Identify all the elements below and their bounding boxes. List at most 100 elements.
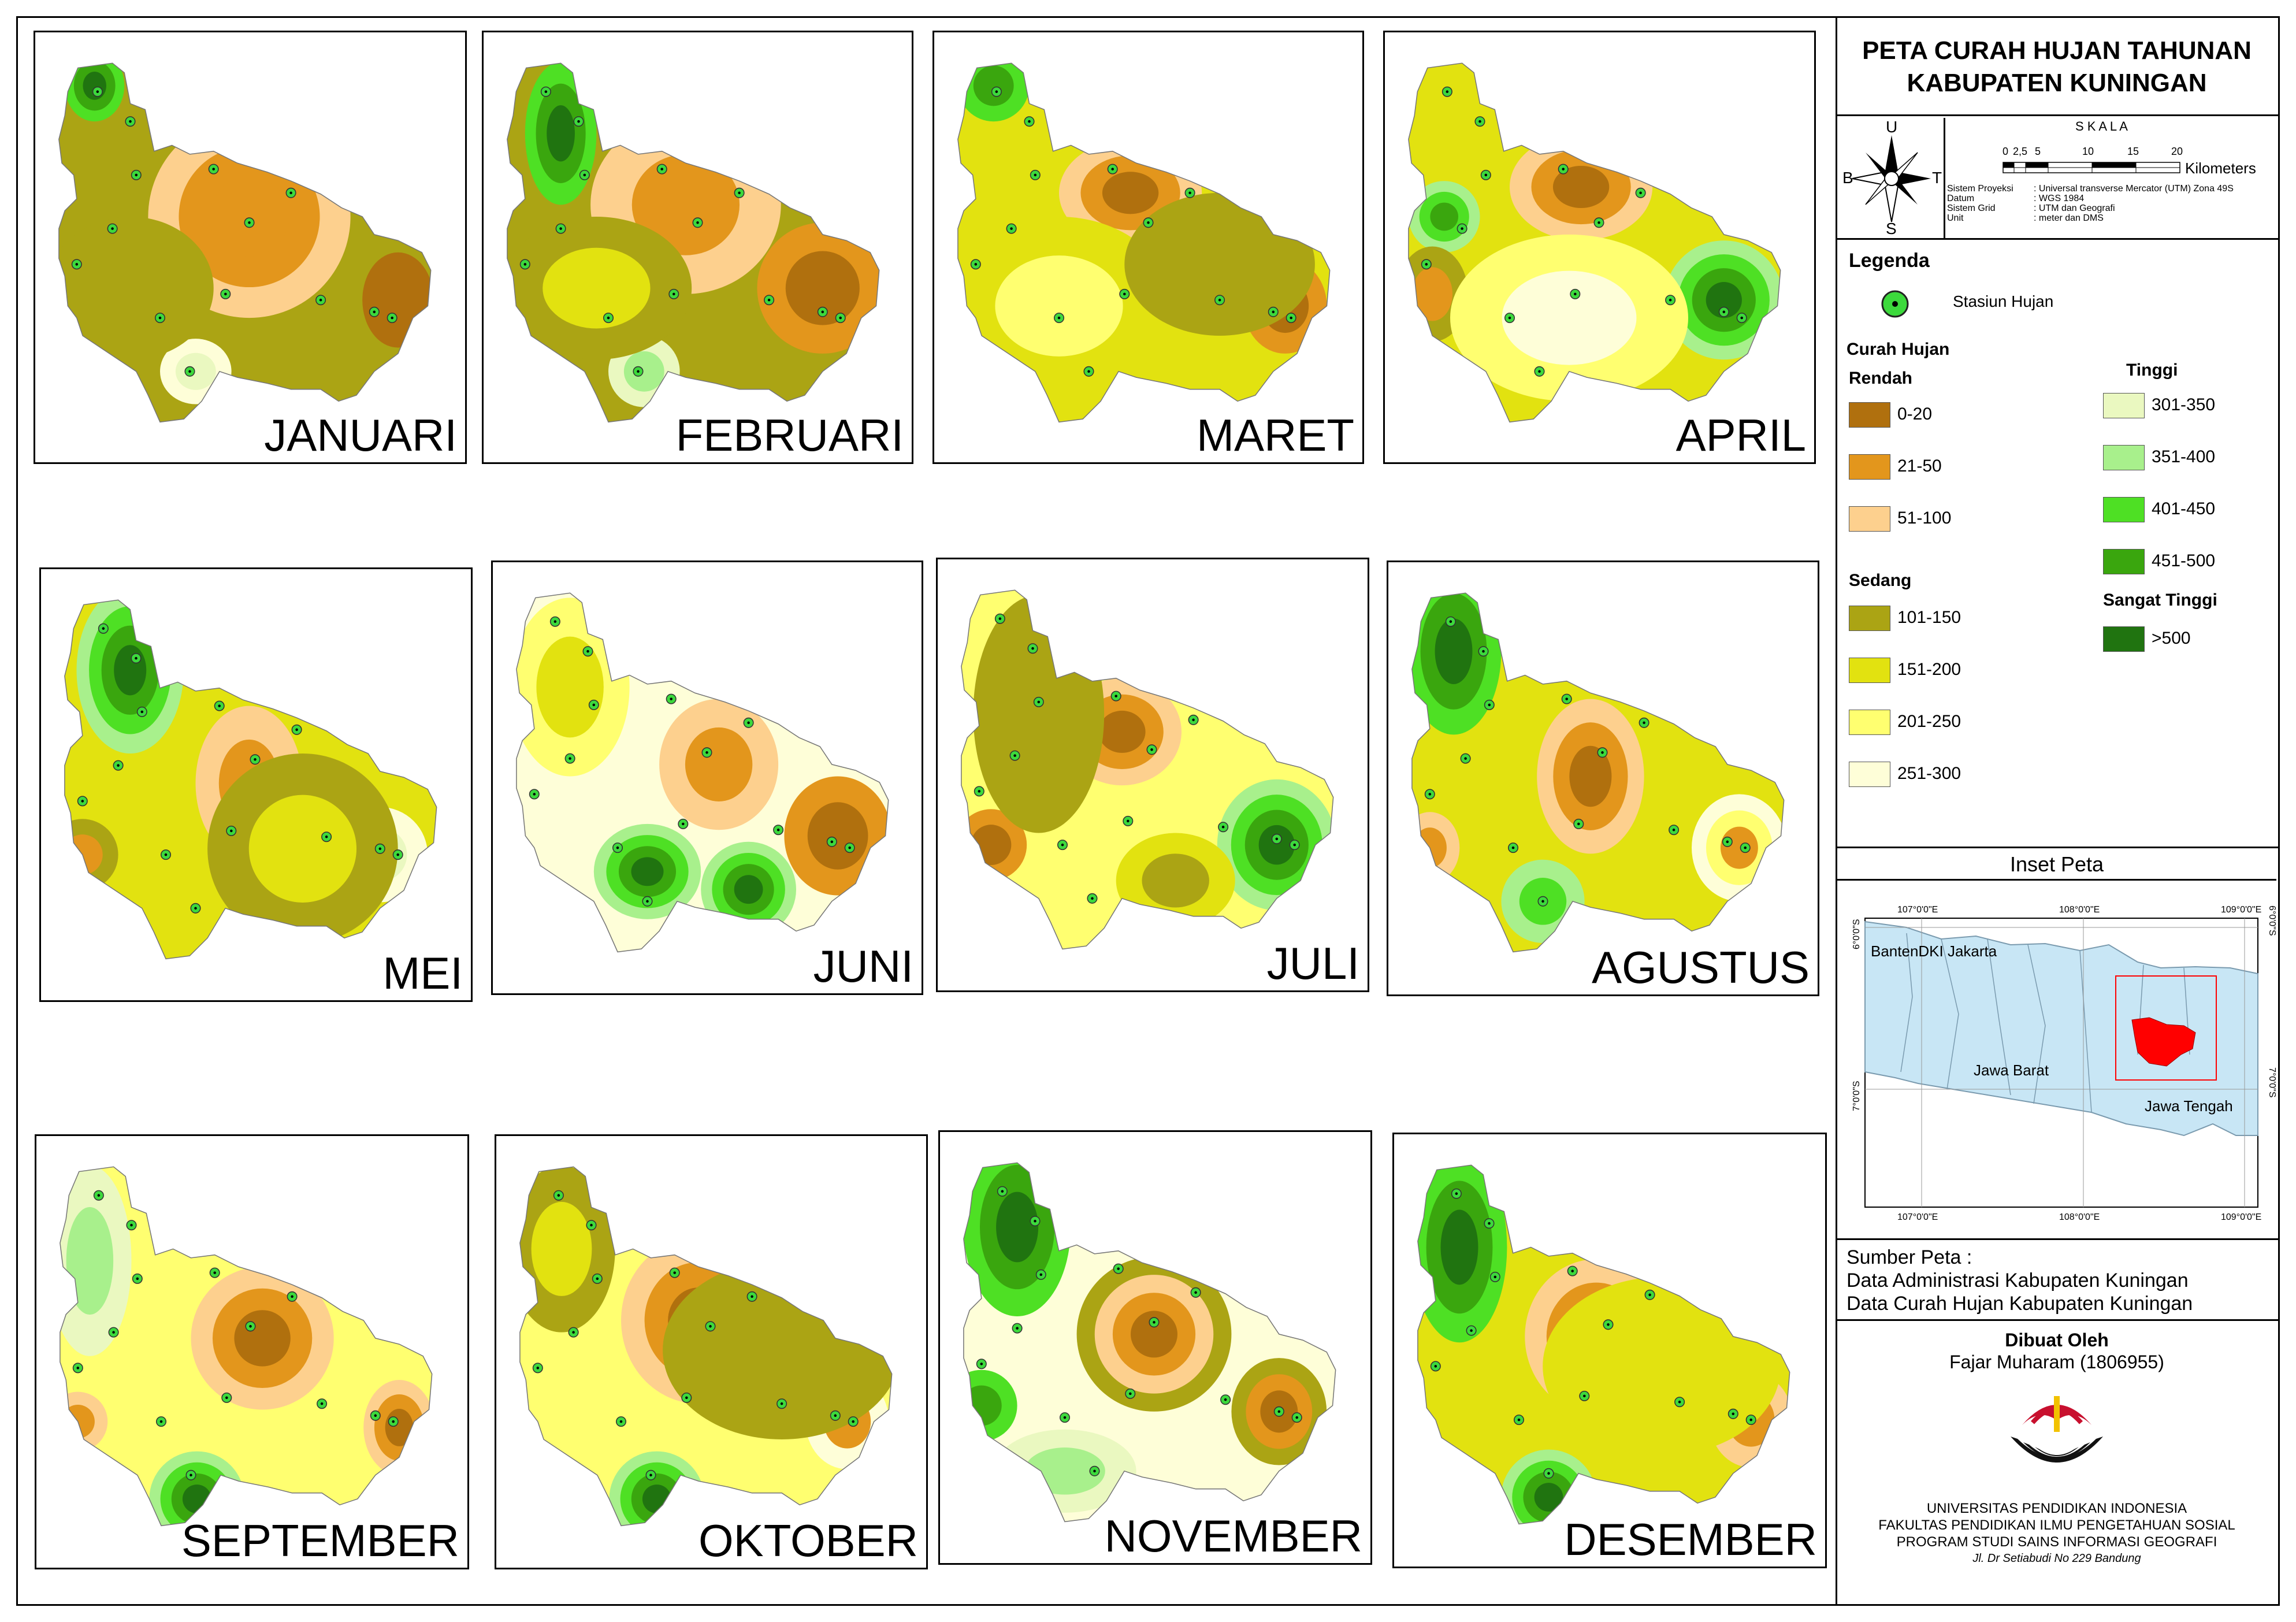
month-label: MEI: [382, 948, 463, 999]
rainfall-zone: [58, 216, 214, 360]
rain-station-dot: [1028, 120, 1031, 123]
legend-swatch-label: 151-200: [1897, 660, 1961, 679]
district-map: [957, 62, 1331, 423]
rain-station-dot: [218, 704, 221, 707]
rainfall-zone: [385, 1408, 414, 1446]
inset-label: Jawa Tengah: [2145, 1097, 2233, 1115]
institution-line: PROGRAM STUDI SAINS INFORMASI GEOGRAFI: [1896, 1534, 2217, 1550]
rain-station-dot: [616, 846, 619, 849]
rain-station-dot: [1153, 1321, 1156, 1324]
author-heading: Dibuat Oleh: [2005, 1330, 2109, 1350]
rain-station-dot: [129, 120, 132, 123]
district-boundary: [58, 62, 432, 423]
projection-values: : Universal transverse Mercator (UTM) Zo…: [2034, 184, 2234, 223]
rain-station-dot: [577, 120, 580, 123]
rain-station-dot: [1577, 822, 1580, 826]
rainfall-zone: [234, 1310, 291, 1367]
divider: [1836, 1319, 2280, 1321]
rain-station-dot: [553, 620, 557, 623]
rain-station-dot: [848, 846, 851, 849]
rain-station-dot: [536, 1367, 540, 1369]
rain-station-dot: [1538, 370, 1541, 373]
rainfall-zone: [1502, 270, 1637, 365]
inset-lon-label: 107°0'0"E: [1897, 1212, 1938, 1222]
rain-station-dot: [1224, 1398, 1227, 1401]
compass-south: S: [1886, 220, 1897, 237]
rain-station-dot: [998, 617, 1002, 620]
compass-rose: U B T S: [1840, 118, 1944, 239]
rain-station-dot: [592, 703, 596, 707]
rain-station-dot: [1482, 649, 1485, 653]
rain-station-dot: [1111, 168, 1114, 170]
legend-station-label: Stasiun Hujan: [1953, 292, 2054, 310]
scale-bar: S K A L A 0 2,5 5 10 15 20 Kilometers Si…: [1947, 119, 2276, 240]
rainfall-zone: [1552, 165, 1610, 209]
inset-lon-label: 107°0'0"E: [1897, 905, 1938, 915]
rain-station-dot: [1016, 1327, 1019, 1330]
rain-station-dot: [572, 1331, 575, 1334]
rain-station-dot: [135, 656, 138, 660]
rainfall-map: [1408, 62, 1781, 423]
rainfall-zone: [1435, 618, 1473, 685]
source-line: Data Administrasi Kabupaten Kuningan: [1847, 1270, 2189, 1291]
institution-block: UNIVERSITAS PENDIDIKAN INDONESIA FAKULTA…: [1837, 1500, 2276, 1567]
rain-station-dot: [1484, 173, 1488, 177]
rain-station-dot: [586, 649, 589, 653]
rain-station-dot: [1583, 1394, 1586, 1398]
rain-station-dot: [1726, 840, 1729, 844]
district-map: [963, 1162, 1336, 1523]
map-title: PETA CURAH HUJAN TAHUNAN KABUPATEN KUNIN…: [1837, 35, 2276, 99]
map-panel-februari: FEBRUARI: [482, 31, 913, 464]
rain-station-dot: [1037, 700, 1041, 704]
kuningan-highlight: [2131, 1017, 2196, 1067]
rain-station-dot: [777, 828, 780, 832]
scale-tick: 15: [2127, 146, 2139, 157]
rainfall-map: [507, 62, 880, 423]
rainfall-zone: [209, 177, 289, 257]
scale-tick: 5: [2035, 146, 2041, 157]
rainfall-zone: [971, 825, 1012, 866]
rain-station-dot: [1511, 846, 1515, 849]
legend-swatch-label: 401-450: [2152, 499, 2216, 518]
scale-title: S K A L A: [2075, 119, 2128, 133]
scale-tick: 0: [2003, 146, 2009, 157]
divider: [1836, 114, 2280, 116]
district-boundary: [957, 62, 1331, 423]
district-map: [961, 589, 1334, 950]
province-boundaries: [1900, 933, 2190, 1113]
inset-map-graphic: BantenDKI Jakarta Jawa Barat Jawa Tengah 10…: [1852, 905, 2276, 1222]
rain-station-dot: [1639, 191, 1642, 195]
rain-station-dot: [1218, 298, 1221, 302]
rain-station-dot: [682, 822, 685, 826]
rain-station-dot: [670, 697, 673, 700]
rain-station-dot: [821, 310, 824, 314]
legend-swatch: [2103, 549, 2145, 574]
info-value: : UTM dan Geografi: [2034, 203, 2115, 213]
legend-swatch: [2103, 497, 2145, 522]
rain-station-dot: [1221, 825, 1225, 829]
rain-station-dot: [97, 1194, 101, 1197]
compass-west: B: [1842, 169, 1853, 187]
rain-station-dot: [607, 316, 610, 320]
legend-swatch: [2103, 445, 2145, 470]
institution-address: Jl. Dr Setiabudi No 229 Bandung: [1972, 1552, 2141, 1565]
rainfall-zone: [631, 154, 740, 255]
legend-swatch-label: 0-20: [1897, 404, 1933, 424]
rain-station-dot: [1517, 1418, 1521, 1421]
rain-station-dot: [1493, 1275, 1497, 1279]
rainfall-zone: [996, 1192, 1039, 1263]
rainfall-zone: [1534, 1483, 1563, 1512]
district-map: [519, 1166, 893, 1527]
source-line: Data Curah Hujan Kabupaten Kuningan: [1847, 1293, 2193, 1315]
rain-station-dot: [1601, 751, 1604, 754]
rain-station-dot: [1749, 1418, 1752, 1421]
rain-station-dot: [1272, 310, 1275, 314]
rain-station-dot: [978, 790, 981, 793]
legend-swatch-label: >500: [2152, 629, 2191, 648]
info-value: : WGS 1984: [2034, 194, 2085, 203]
rainfall-map: [1411, 592, 1785, 953]
scale-unit: Kilometers: [2185, 159, 2256, 177]
district-boundary: [516, 592, 889, 953]
rain-station-dot: [1574, 292, 1577, 296]
rainfall-zone: [1720, 826, 1758, 869]
